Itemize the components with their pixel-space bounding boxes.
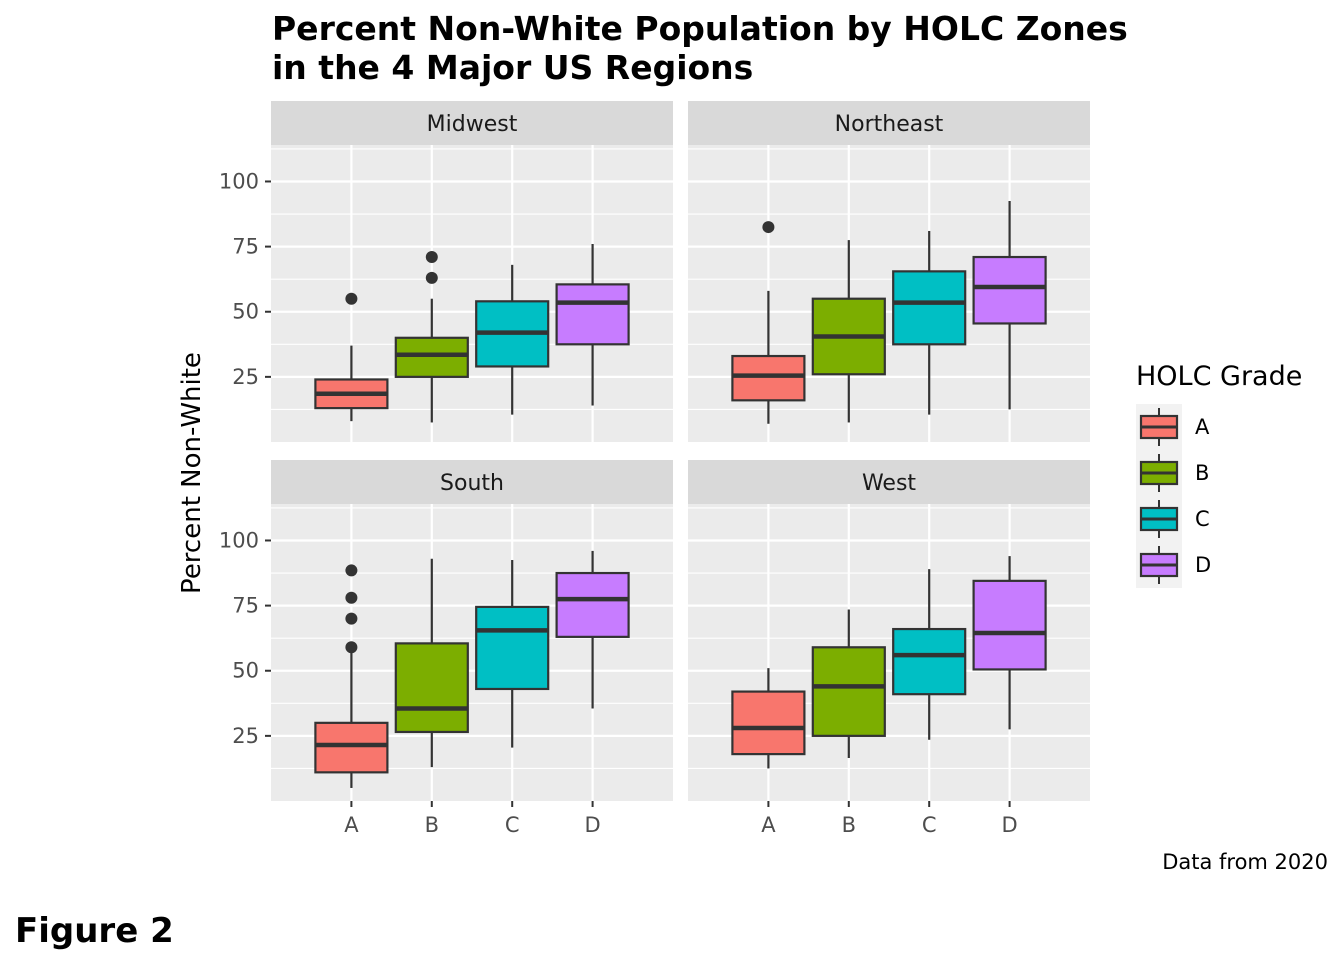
iqr-box xyxy=(314,721,389,774)
panel-midwest-strip xyxy=(271,101,673,145)
x-tick-label: A xyxy=(761,813,776,837)
panel-midwest-box-a xyxy=(314,292,389,422)
iqr-box xyxy=(394,336,469,378)
panel-west-strip xyxy=(688,460,1090,504)
x-tick-label: C xyxy=(505,813,520,837)
iqr-box xyxy=(555,571,630,638)
facet-panels: Midwest 25 50 75 100 Northeast South 25 50 75 100 A… xyxy=(219,101,1090,837)
x-tick-label: A xyxy=(344,813,359,837)
panel-northeast-strip xyxy=(688,101,1090,145)
legend-title: HOLC Grade xyxy=(1136,361,1302,392)
legend-item-a: A xyxy=(1136,404,1210,450)
x-tick-label: B xyxy=(842,813,856,837)
outlier-point xyxy=(345,292,358,305)
panel-midwest-box-c xyxy=(475,264,550,415)
figure-label: Figure 2 xyxy=(15,911,174,951)
panel-south: South 25 50 75 100 A B C D xyxy=(219,460,673,837)
panel-midwest-box-d xyxy=(555,244,630,406)
x-tick-label: C xyxy=(922,813,937,837)
iqr-box xyxy=(892,270,967,346)
y-tick-label: 25 xyxy=(232,365,259,389)
legend-label: D xyxy=(1195,553,1211,577)
chart-title-line-1: Percent Non-White Population by HOLC Zon… xyxy=(272,9,1128,48)
panel-west-strip-label: West xyxy=(862,471,916,496)
panel-west-box-d xyxy=(972,556,1047,730)
panel-midwest-box-b xyxy=(394,251,469,423)
panel-south-box-a xyxy=(314,564,389,788)
outlier-point xyxy=(425,271,438,284)
outlier-point xyxy=(345,641,358,654)
legend-label: B xyxy=(1195,461,1209,485)
y-tick-label: 50 xyxy=(232,300,259,324)
panel-midwest: Midwest 25 50 75 100 xyxy=(219,101,673,442)
outlier-point xyxy=(345,591,358,604)
legend-label: A xyxy=(1195,415,1210,439)
iqr-box xyxy=(731,690,806,756)
panel-northeast-box-c xyxy=(892,230,967,415)
panel-northeast-box-a xyxy=(731,221,806,424)
panel-northeast: Northeast xyxy=(688,101,1090,442)
outlier-point xyxy=(345,612,358,625)
iqr-box xyxy=(972,579,1047,671)
panel-west-box-a xyxy=(731,668,806,769)
y-tick-label: 75 xyxy=(232,594,259,618)
y-axis-title: Percent Non-White xyxy=(177,352,207,594)
chart-caption: Data from 2020 xyxy=(1162,850,1328,874)
legend-item-b: B xyxy=(1136,450,1209,496)
y-tick-label: 100 xyxy=(219,169,259,193)
iqr-box xyxy=(972,255,1047,325)
y-tick-label: 75 xyxy=(232,235,259,259)
panel-south-strip xyxy=(271,460,673,504)
panel-northeast-box-b xyxy=(811,240,886,423)
iqr-box xyxy=(731,354,806,402)
iqr-box xyxy=(475,605,550,691)
panel-northeast-box-d xyxy=(972,201,1047,410)
panel-northeast-strip-label: Northeast xyxy=(835,112,944,137)
panel-west-box-b xyxy=(811,609,886,759)
legend-label: C xyxy=(1195,507,1210,531)
outlier-point xyxy=(425,251,438,264)
y-tick-label: 25 xyxy=(232,724,259,748)
iqr-box xyxy=(811,646,886,737)
panel-midwest-strip-label: Midwest xyxy=(427,112,518,137)
panel-south-box-b xyxy=(394,558,469,768)
outlier-point xyxy=(762,221,775,234)
panel-west-box-c xyxy=(892,569,967,740)
chart-title-line-2: in the 4 Major US Regions xyxy=(272,48,753,87)
panel-south-box-d xyxy=(555,550,630,709)
iqr-box xyxy=(555,283,630,346)
panel-south-strip-label: South xyxy=(440,471,504,496)
x-tick-label: D xyxy=(585,813,601,837)
y-tick-label: 100 xyxy=(219,528,259,552)
outlier-point xyxy=(345,564,358,577)
panel-south-box-c xyxy=(475,560,550,748)
y-tick-label: 50 xyxy=(232,659,259,683)
panel-west: West A B C D xyxy=(688,460,1090,837)
iqr-box xyxy=(892,627,967,696)
x-tick-label: B xyxy=(425,813,439,837)
legend-item-d: D xyxy=(1136,542,1211,588)
iqr-box xyxy=(394,642,469,734)
legend-item-c: C xyxy=(1136,496,1210,542)
x-tick-label: D xyxy=(1002,813,1018,837)
